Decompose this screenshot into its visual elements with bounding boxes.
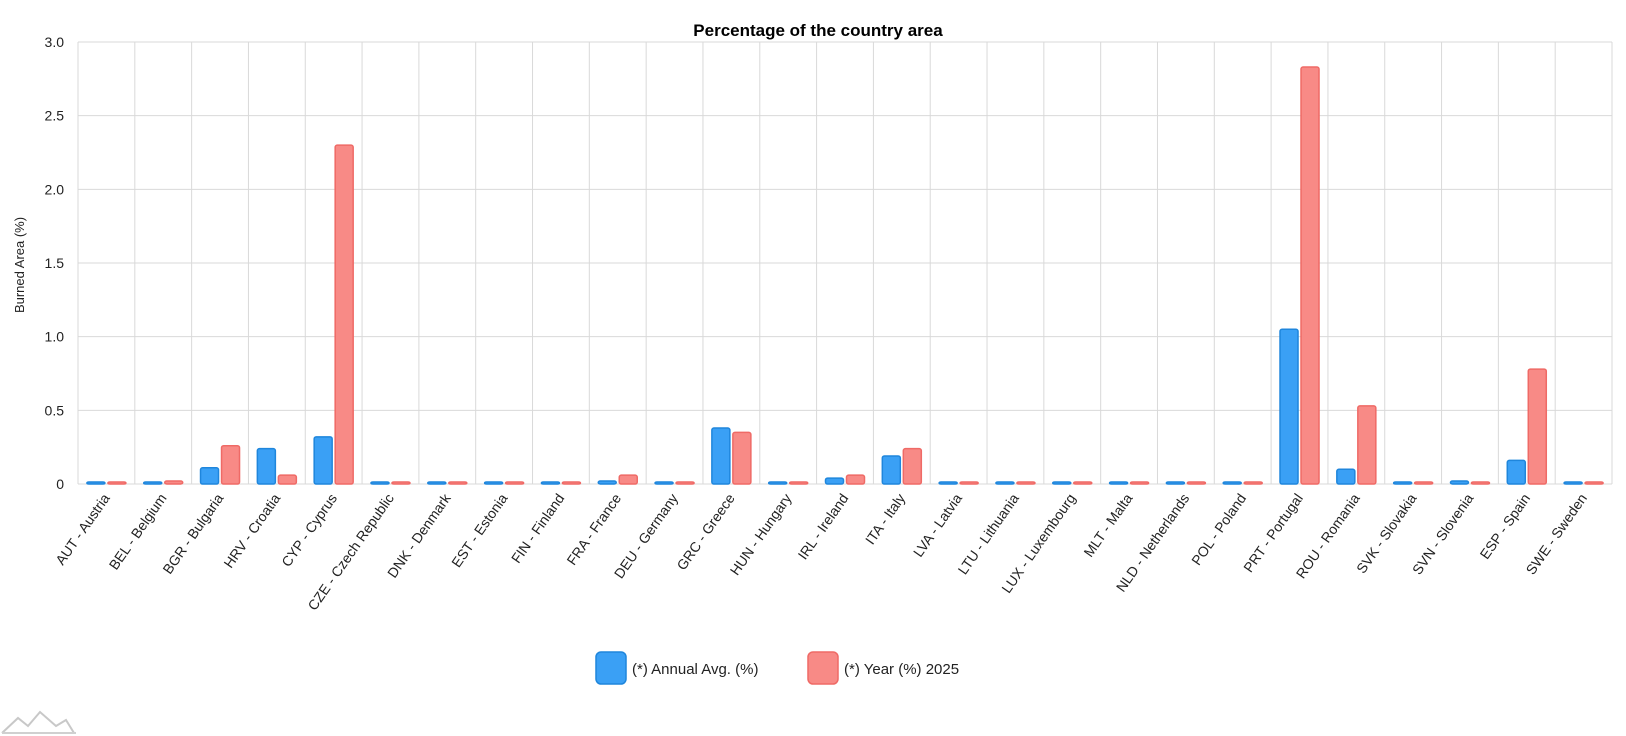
bar-year-2025 bbox=[1243, 481, 1263, 485]
bar-year-2025 bbox=[220, 444, 241, 485]
bar-year-2025 bbox=[1413, 481, 1434, 485]
bar-year-2025 bbox=[448, 481, 468, 485]
bar-year-2025 bbox=[107, 481, 127, 485]
mountain-logo-icon bbox=[1, 710, 76, 734]
x-tick-label: GRC - Greece bbox=[673, 490, 738, 573]
bar-annual-avg bbox=[654, 481, 674, 485]
y-tick-label: 0.5 bbox=[45, 402, 65, 418]
x-tick-label: DEU - Germany bbox=[611, 491, 681, 582]
bar-annual-avg bbox=[1108, 481, 1129, 485]
bar-year-2025 bbox=[391, 481, 411, 485]
x-tick-label: CYP - Cyprus bbox=[278, 491, 340, 570]
x-tick-label: SVK - Slovakia bbox=[1353, 490, 1420, 576]
bar-year-2025 bbox=[788, 481, 809, 485]
x-tick-label: LTU - Lithuania bbox=[954, 490, 1022, 577]
bar-annual-avg bbox=[767, 481, 788, 485]
y-tick-label: 1.5 bbox=[45, 255, 65, 271]
bar-year-2025 bbox=[1470, 481, 1491, 485]
legend-label: (*) Annual Avg. (%) bbox=[632, 661, 758, 678]
bar-year-2025 bbox=[163, 480, 184, 485]
bar-year-2025 bbox=[845, 474, 866, 485]
bar-year-2025 bbox=[1300, 66, 1320, 485]
bar-year-2025 bbox=[1527, 368, 1548, 485]
y-tick-label: 2.5 bbox=[45, 108, 65, 124]
bar-annual-avg bbox=[427, 481, 447, 485]
x-tick-label: FRA - France bbox=[563, 490, 624, 568]
bar-year-2025 bbox=[277, 474, 298, 485]
bars bbox=[86, 66, 1604, 485]
bar-year-2025 bbox=[1357, 405, 1377, 485]
bar-annual-avg bbox=[1222, 481, 1242, 485]
bar-annual-avg bbox=[1392, 481, 1413, 485]
legend-swatch bbox=[807, 651, 839, 685]
bar-annual-avg bbox=[313, 436, 333, 485]
x-tick-label: EST - Estonia bbox=[448, 490, 511, 570]
x-tick-label: IRL - Ireland bbox=[794, 491, 851, 563]
bar-annual-avg bbox=[1563, 481, 1583, 485]
bar-year-2025 bbox=[561, 481, 582, 485]
bar-annual-avg bbox=[1165, 481, 1186, 485]
bar-year-2025 bbox=[1186, 481, 1207, 485]
bar-annual-avg bbox=[711, 427, 731, 485]
bar-year-2025 bbox=[902, 447, 923, 485]
bar-annual-avg bbox=[1052, 481, 1072, 485]
bar-annual-avg bbox=[142, 481, 163, 485]
legend: (*) Annual Avg. (%) (*) Year (%) 2025 bbox=[595, 651, 959, 685]
legend-label: (*) Year (%) 2025 bbox=[844, 661, 959, 678]
x-tick-label: PRT - Portugal bbox=[1240, 491, 1306, 576]
bar-year-2025 bbox=[1584, 481, 1604, 485]
bar-annual-avg bbox=[824, 477, 845, 485]
x-tick-label: BEL - Belgium bbox=[106, 491, 170, 573]
bar-year-2025 bbox=[1129, 481, 1150, 485]
x-tick-label: SVN - Slovenia bbox=[1409, 490, 1477, 577]
bar-annual-avg bbox=[370, 481, 390, 485]
bar-annual-avg bbox=[881, 455, 902, 485]
x-tick-label: MLT - Malta bbox=[1080, 490, 1135, 559]
x-tick-label: HRV - Croatia bbox=[220, 490, 283, 571]
bar-annual-avg bbox=[995, 481, 1015, 485]
bar-annual-avg bbox=[1449, 480, 1470, 485]
x-tick-label: DNK - Denmark bbox=[384, 490, 454, 581]
bar-annual-avg bbox=[1336, 468, 1356, 485]
bar-annual-avg bbox=[483, 481, 504, 485]
bar-annual-avg bbox=[86, 481, 106, 485]
x-tick-label: BGR - Bulgaria bbox=[159, 490, 226, 576]
bar-annual-avg bbox=[256, 447, 277, 485]
x-tick-label: LVA - Latvia bbox=[910, 490, 965, 559]
y-tick-label: 1.0 bbox=[45, 329, 65, 345]
bar-year-2025 bbox=[504, 481, 525, 485]
bar-year-2025 bbox=[959, 481, 979, 485]
bar-year-2025 bbox=[1016, 481, 1036, 485]
bar-annual-avg bbox=[540, 481, 561, 485]
x-tick-label: HUN - Hungary bbox=[727, 491, 795, 579]
bar-year-2025 bbox=[675, 481, 695, 485]
bar-annual-avg bbox=[938, 481, 958, 485]
x-tick-label: FIN - Finland bbox=[508, 491, 568, 566]
y-tick-labels: 0 0.5 1.0 1.5 2.0 2.5 3.0 bbox=[45, 34, 65, 492]
bar-annual-avg bbox=[1506, 459, 1527, 485]
x-tick-label: POL - Poland bbox=[1188, 491, 1249, 569]
y-tick-label: 0 bbox=[56, 476, 64, 492]
bar-annual-avg bbox=[1279, 328, 1299, 485]
y-tick-label: 3.0 bbox=[45, 34, 65, 50]
x-tick-label: ITA - Italy bbox=[862, 491, 908, 548]
bar-annual-avg bbox=[597, 480, 617, 485]
bar-annual-avg bbox=[199, 467, 220, 485]
chart-title: Percentage of the country area bbox=[693, 21, 943, 40]
bar-year-2025 bbox=[618, 474, 638, 485]
y-tick-label: 2.0 bbox=[45, 181, 65, 197]
x-tick-label: AUT - Austria bbox=[52, 490, 113, 567]
x-tick-label: ESP - Spain bbox=[1477, 491, 1534, 562]
bar-year-2025 bbox=[1073, 481, 1093, 485]
bar-year-2025 bbox=[334, 144, 354, 485]
bar-year-2025 bbox=[732, 431, 752, 485]
grid bbox=[77, 41, 1613, 485]
x-tick-label: SWE - Sweden bbox=[1522, 491, 1590, 578]
legend-swatch bbox=[595, 651, 627, 685]
y-axis-label: Burned Area (%) bbox=[12, 217, 27, 313]
